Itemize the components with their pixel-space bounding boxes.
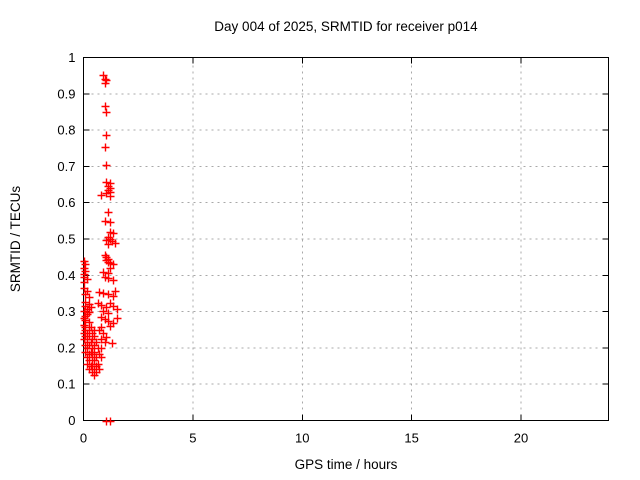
x-tick-label: 15 xyxy=(404,431,418,446)
y-tick-label: 0.3 xyxy=(57,304,75,319)
data-point-markers xyxy=(80,71,122,426)
y-tick-label: 0.2 xyxy=(57,340,75,355)
x-axis-label: GPS time / hours xyxy=(295,457,398,472)
grid-lines xyxy=(91,65,601,413)
plot-border xyxy=(83,57,609,421)
y-tick-label: 0.4 xyxy=(57,268,75,283)
y-tick-label: 1 xyxy=(68,50,75,65)
x-tick-label: 5 xyxy=(189,431,196,446)
x-tick-label: 20 xyxy=(514,431,528,446)
x-tick-label: 0 xyxy=(80,431,87,446)
x-tick-label: 10 xyxy=(295,431,309,446)
y-tick-label: 0 xyxy=(68,413,75,428)
scatter-points xyxy=(80,71,122,426)
y-tick-label: 0.5 xyxy=(57,232,75,247)
y-tick-label: 0.1 xyxy=(57,377,75,392)
chart-title: Day 004 of 2025, SRMTID for receiver p01… xyxy=(214,19,478,34)
y-axis-label: SRMTID / TECUs xyxy=(8,186,23,293)
plot-frame xyxy=(83,57,609,421)
y-tick-label: 0.8 xyxy=(57,123,75,138)
y-tick-label: 0.9 xyxy=(57,86,75,101)
y-tick-label: 0.6 xyxy=(57,195,75,210)
tick-labels: 00.10.20.30.40.50.60.70.80.910 5 10 15 20 xyxy=(57,50,528,446)
y-tick-label: 0.7 xyxy=(57,159,75,174)
